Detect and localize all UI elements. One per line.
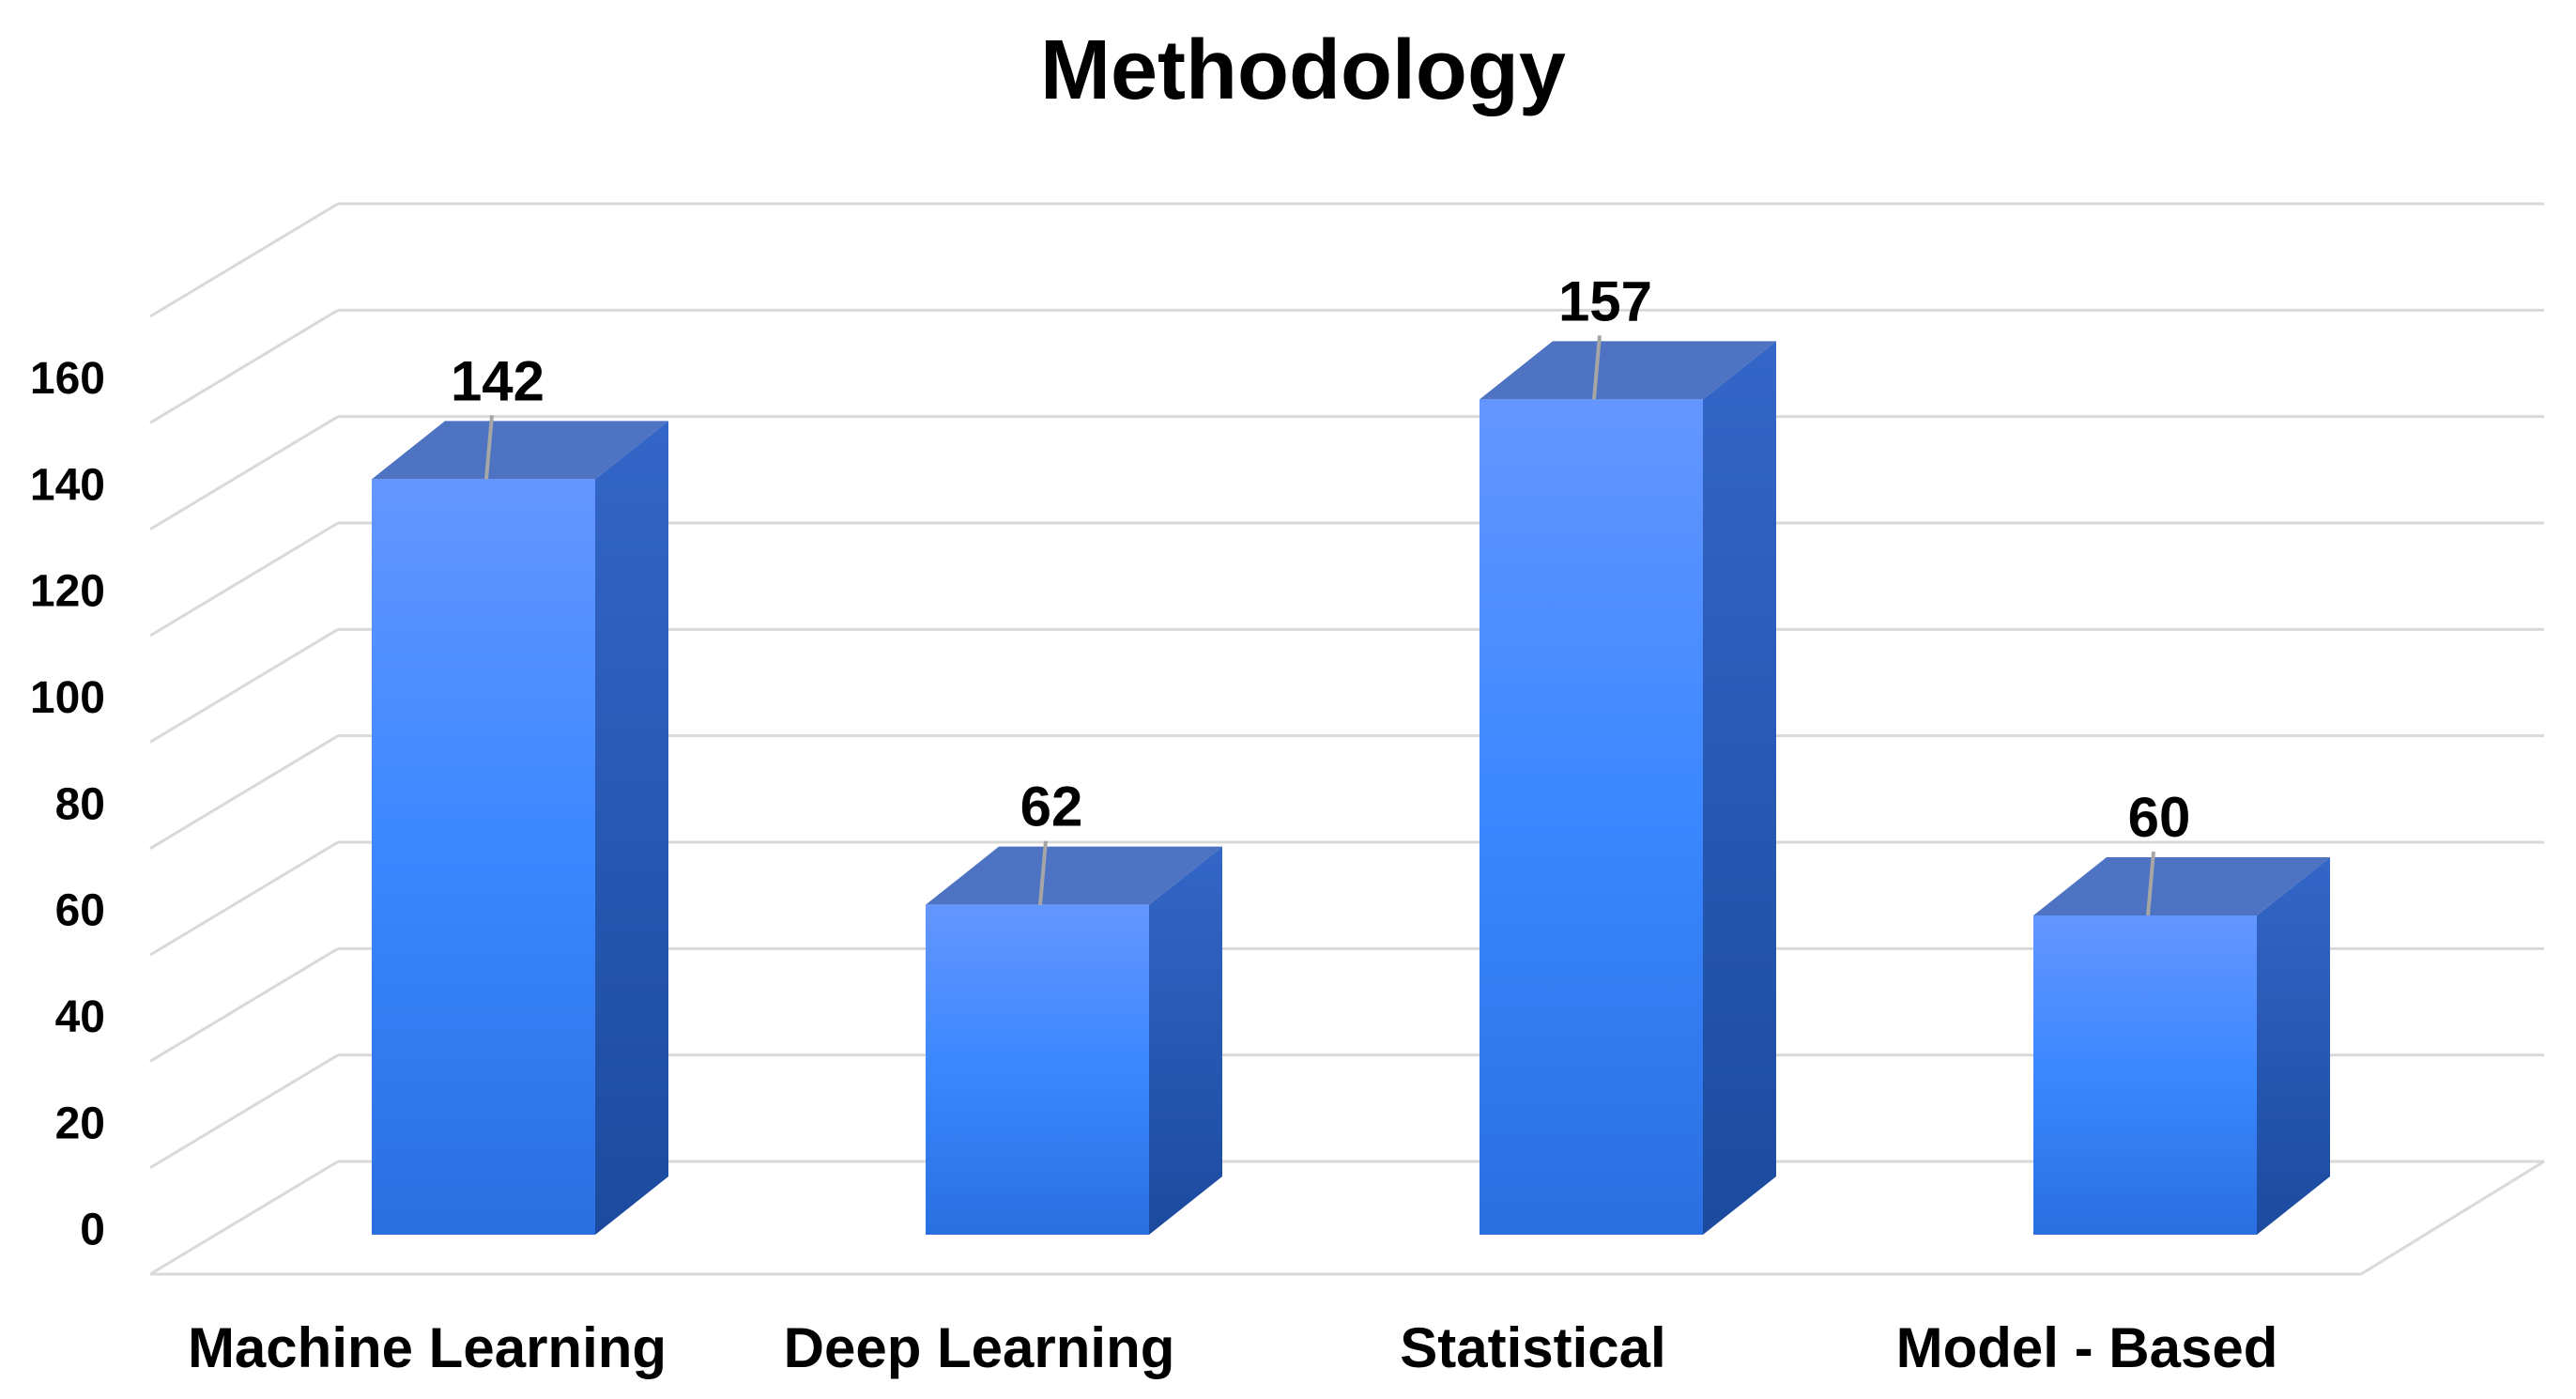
category-label: Statistical [1400, 1316, 1665, 1379]
gridline-side [149, 628, 339, 744]
bar-top-face [926, 846, 1222, 905]
data-label: 62 [1020, 776, 1083, 838]
gridline-side [149, 1053, 339, 1169]
gridline-side [149, 947, 339, 1063]
category-labels: Machine Learning Deep Learning Statistical… [188, 1316, 2277, 1379]
y-axis-tick-labels: 0 20 40 60 80 100 120 140 160 [30, 354, 105, 1255]
data-label: 60 [2128, 786, 2191, 849]
data-label-leader [1592, 335, 1602, 400]
y-tick-label: 20 [55, 1099, 105, 1148]
data-label: 142 [451, 349, 544, 412]
gridline-side [149, 415, 339, 530]
floor-right-edge [2360, 1160, 2545, 1276]
y-tick-label: 160 [30, 354, 105, 404]
bar: 142 [372, 349, 668, 1235]
data-label-leader [2146, 851, 2155, 916]
gridline-side [149, 840, 339, 957]
chart-title: Methodology [1040, 23, 1566, 117]
bar-top-face [372, 421, 668, 480]
bar: 157 [1480, 269, 1776, 1235]
category-label: Deep Learning [784, 1316, 1175, 1379]
bar-front-face [926, 904, 1149, 1235]
bar-top-face [2033, 857, 2330, 915]
y-tick-label: 80 [55, 779, 105, 829]
gridline-side [149, 1160, 339, 1276]
y-tick-label: 40 [55, 992, 105, 1042]
y-tick-label: 140 [30, 460, 105, 510]
data-label-leader [484, 415, 494, 480]
gridline-side [149, 734, 339, 850]
gridline-side [149, 309, 339, 424]
data-label: 157 [1558, 269, 1652, 332]
gridline-side [149, 521, 339, 638]
bars: 142 62 157 60 [372, 269, 2330, 1235]
category-label: Machine Learning [188, 1316, 667, 1379]
bar-top-face [1480, 341, 1776, 400]
bar: 62 [926, 776, 1222, 1235]
bar-side-face [2257, 857, 2330, 1235]
bar-front-face [1480, 399, 1703, 1235]
y-tick-label: 60 [55, 886, 105, 936]
bar-side-face [1703, 341, 1776, 1235]
gridline-side [149, 202, 339, 318]
category-label: Model - Based [1896, 1316, 2278, 1379]
bar-front-face [372, 479, 595, 1235]
bar-side-face [595, 421, 668, 1235]
data-label-leader [1038, 840, 1048, 905]
gridlines [149, 202, 2545, 1276]
bar-side-face [1149, 846, 1222, 1235]
bar: 60 [2033, 786, 2330, 1235]
y-tick-label: 100 [30, 673, 105, 723]
y-tick-label: 120 [30, 567, 105, 617]
y-tick-label: 0 [80, 1206, 105, 1255]
bar-front-face [2033, 915, 2257, 1235]
